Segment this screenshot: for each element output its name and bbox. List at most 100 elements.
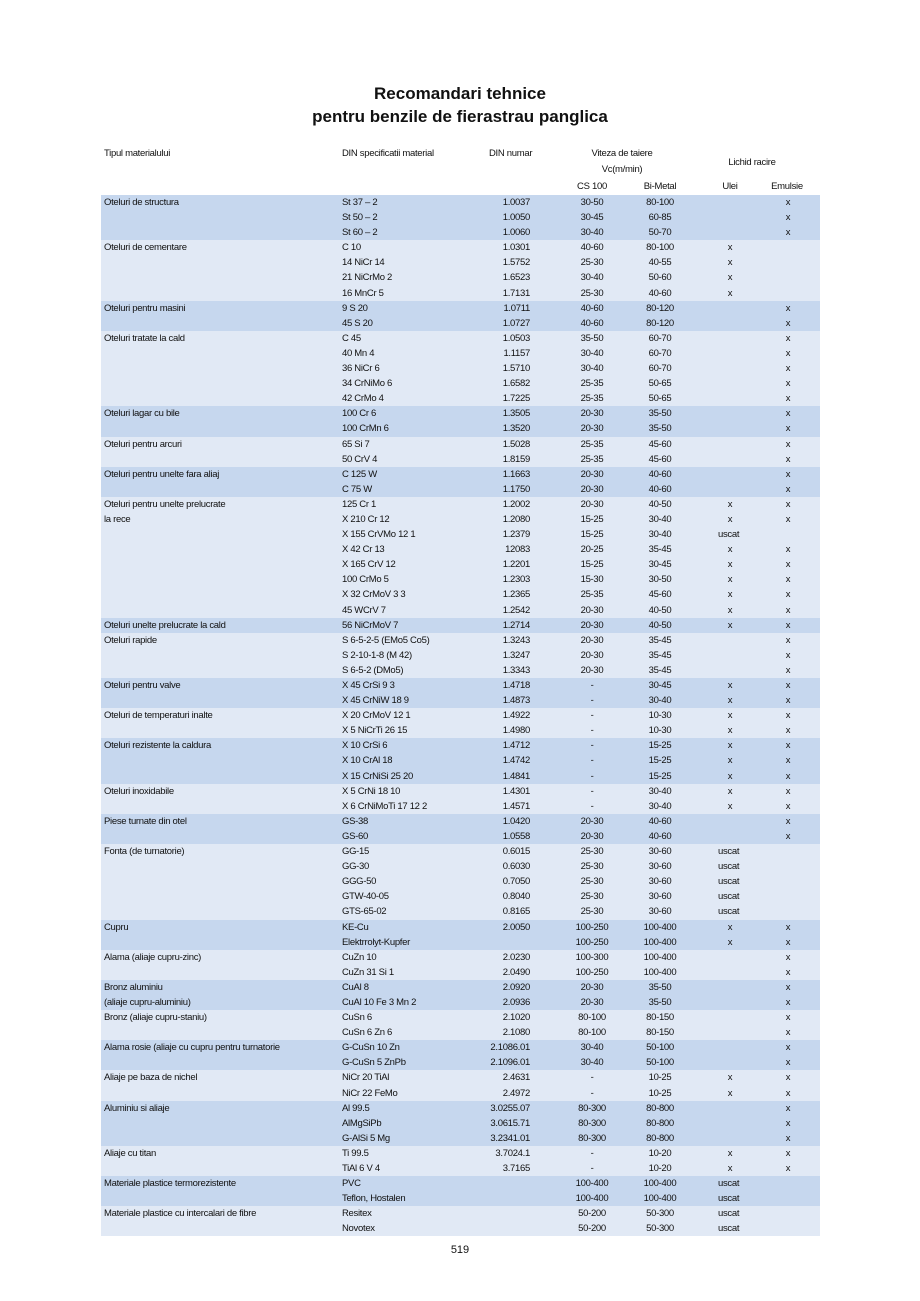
material-type-label: Oteluri rapide	[104, 634, 157, 646]
material-spec: 40 Mn 4	[342, 347, 375, 359]
oil-coolant: uscat	[718, 846, 740, 858]
material-spec: S 6-5-2 (DMo5)	[342, 664, 404, 676]
material-spec: C 75 W	[342, 483, 372, 495]
material-spec: X 45 CrNiW 18 9	[342, 695, 409, 707]
din-number: 1.5752	[502, 257, 531, 269]
table-row: 50 CrV 4 1.8159 25-35 45-60 x	[342, 453, 791, 465]
din-number: 1.2714	[502, 619, 531, 631]
table-row: Materiale plastice cu intercalari de fib…	[104, 1208, 740, 1220]
header-emulsion: Emulsie	[771, 181, 803, 192]
oil-coolant: uscat	[718, 529, 740, 541]
material-group: Oteluri pentru unelte fara aliaj C 125 W 1…	[101, 466, 820, 497]
material-spec: NiCr 20 TiAl	[342, 1072, 390, 1084]
material-spec: St 37 – 2	[342, 197, 378, 208]
header-cutting-speed: Viteza de taiere	[591, 148, 653, 159]
table-row: Aliaje pe baza de nichel NiCr 20 TiAl 2.46…	[104, 1072, 791, 1084]
material-spec: 125 Cr 1	[342, 498, 377, 510]
din-number: 1.4922	[502, 710, 531, 722]
material-type-label: Piese turnate din otel	[104, 815, 187, 827]
material-type-label: Alama rosie (aliaje cu cupru pentru turn…	[104, 1042, 280, 1054]
material-group: Cupru KE-Cu 2.0050 100-250 100-400 x x Elektrro…	[101, 919, 820, 950]
table-row: Oteluri de cementare C 10 1.0301 40-60 80-10…	[104, 242, 733, 254]
material-spec: G-CuSn 5 ZnPb	[342, 1057, 406, 1069]
din-number: 2.1096.01	[490, 1057, 530, 1069]
material-spec: CuSn 6	[342, 1012, 372, 1024]
table-row: Oteluri pentru valve X 45 CrSi 9 3 1.4718-…	[104, 680, 791, 691]
material-type-label: Oteluri rezistente la caldura	[104, 740, 211, 752]
material-group: Bronz aluminiu CuAl 8 2.0920 20-30 35-50 x (al…	[101, 979, 820, 1011]
table-row: Aluminiu si aliaje Al 99.5 3.0255.07 80-300…	[104, 1102, 791, 1114]
material-type-label: Bronz aluminiu	[104, 981, 163, 993]
material-group: Bronz (aliaje cupru-staniu) CuSn 6 2.1020 8…	[101, 1010, 820, 1041]
din-number: 1.0558	[502, 830, 531, 842]
din-number: 1.4742	[502, 755, 531, 767]
table-row: Oteluri rapide S 6-5-2-5 (EMo5 Co5) 1.3243…	[104, 634, 791, 646]
table-row: (aliaje cupru-aluminiu) CuAl 10 Fe 3 Mn 2…	[104, 996, 791, 1008]
material-spec: 45 S 20	[342, 317, 373, 329]
material-spec: X 45 CrSi 9 3	[342, 680, 395, 691]
material-spec: C 125 W	[342, 468, 377, 480]
material-spec: St 50 – 2	[342, 212, 378, 224]
material-group: Oteluri pentru arcuri 65 Si 7 1.5028 25-35 4…	[101, 436, 820, 467]
material-type-label: Oteluri pentru unelte prelucrate	[104, 498, 226, 510]
material-spec: 34 CrNiMo 6	[342, 378, 393, 390]
din-number: 1.4571	[502, 800, 531, 812]
table-row: Novotex 50-200 50-300 uscat	[342, 1223, 740, 1235]
material-spec: CuZn 31 Si 1	[342, 966, 394, 978]
material-spec: X 210 Cr 12	[342, 513, 390, 525]
din-number: 1.2002	[502, 498, 531, 510]
din-number: 1.3520	[502, 423, 531, 435]
din-number: 1.7131	[502, 287, 531, 299]
table-row: 45 S 20 1.0727 40-60 80-120 x	[342, 317, 791, 329]
material-spec: Elektrrolyt-Kupfer	[342, 936, 410, 948]
oil-coolant: uscat	[718, 1178, 740, 1190]
header-speed-unit: Vc(m/min)	[601, 164, 643, 175]
table-row: Piese turnate din otel GS-38 1.0420 20-30 40…	[104, 815, 791, 827]
material-spec: GS-38	[342, 815, 368, 827]
table-row: Oteluri unelte prelucrate la cald 56 NiCr…	[104, 619, 791, 631]
material-spec: X 20 CrMoV 12 1	[342, 710, 411, 722]
din-number: 3.7024.1	[495, 1147, 530, 1159]
din-number: 1.0420	[502, 815, 531, 827]
material-group: Oteluri unelte prelucrate la cald 56 NiCr…	[101, 617, 820, 633]
recommendations-table: Oteluri de structura St 37 – 2 1.0037 30-50…	[101, 195, 820, 1237]
table-row: 16 MnCr 5 1.7131 25-30 40-60 x	[342, 287, 733, 299]
material-group: Alama (aliaje cupru-zinc) CuZn 10 2.0230 10…	[101, 949, 820, 980]
oil-coolant: uscat	[718, 876, 740, 888]
material-group: Oteluri de temperaturi inalte X 20 CrMoV …	[101, 708, 820, 739]
table-row: GS-60 1.0558 20-30 40-60 x	[342, 830, 791, 842]
material-spec: X 15 CrNiSi 25 20	[342, 770, 413, 782]
table-row: Oteluri pentru unelte prelucrate 125 Cr 1…	[104, 498, 791, 510]
material-spec: C 45	[342, 332, 361, 344]
material-spec: X 5 CrNi 18 10	[342, 785, 401, 797]
din-number: 1.4980	[502, 725, 531, 737]
oil-coolant: uscat	[718, 1223, 740, 1235]
din-number: 1.8159	[502, 453, 531, 465]
table-row: X 15 CrNiSi 25 20 1.4841-15-25 x x	[342, 770, 791, 782]
table-row: AlMgSiPb 3.0615.71 80-300 80-800 x	[342, 1117, 791, 1129]
material-spec: Resitex	[342, 1208, 372, 1220]
material-spec: Novotex	[342, 1223, 375, 1235]
din-number: 1.0050	[502, 212, 531, 224]
material-type-label: Oteluri pentru unelte fara aliaj	[104, 468, 220, 480]
material-group: Oteluri tratate la cald C 45 1.0503 35-50 60…	[101, 330, 820, 407]
table-row: NiCr 22 FeMo 2.4972-10-25 x x	[342, 1087, 791, 1099]
material-type-label: Oteluri pentru arcuri	[104, 438, 182, 450]
material-spec: X 5 NiCrTi 26 15	[342, 725, 408, 737]
material-spec: X 42 Cr 13	[342, 544, 385, 556]
table-row: GG-30 0.6030 25-30 30-60 uscat	[342, 861, 740, 873]
table-row: Alama rosie (aliaje cu cupru pentru turn…	[104, 1042, 791, 1054]
din-number: 1.2542	[502, 604, 531, 616]
table-row: GTS-65-02 0.8165 25-30 30-60 uscat	[342, 906, 740, 918]
table-row: Bronz (aliaje cupru-staniu) CuSn 6 2.1020 8…	[104, 1012, 791, 1024]
table-row: Bronz aluminiu CuAl 8 2.0920 20-30 35-50 x	[104, 981, 791, 993]
din-number: 0.8040	[502, 891, 531, 903]
din-number: 2.1020	[502, 1012, 531, 1024]
material-type-label: Oteluri de cementare	[104, 242, 187, 254]
table-row: Oteluri tratate la cald C 45 1.0503 35-50 60…	[104, 332, 791, 344]
din-number: 0.7050	[502, 876, 531, 888]
din-number: 3.0255.07	[490, 1102, 530, 1114]
material-group: Materiale plastice termorezistente PVC 100…	[101, 1176, 820, 1207]
material-spec: G-AlSi 5 Mg	[342, 1132, 390, 1144]
din-number: 1.0037	[502, 197, 531, 208]
